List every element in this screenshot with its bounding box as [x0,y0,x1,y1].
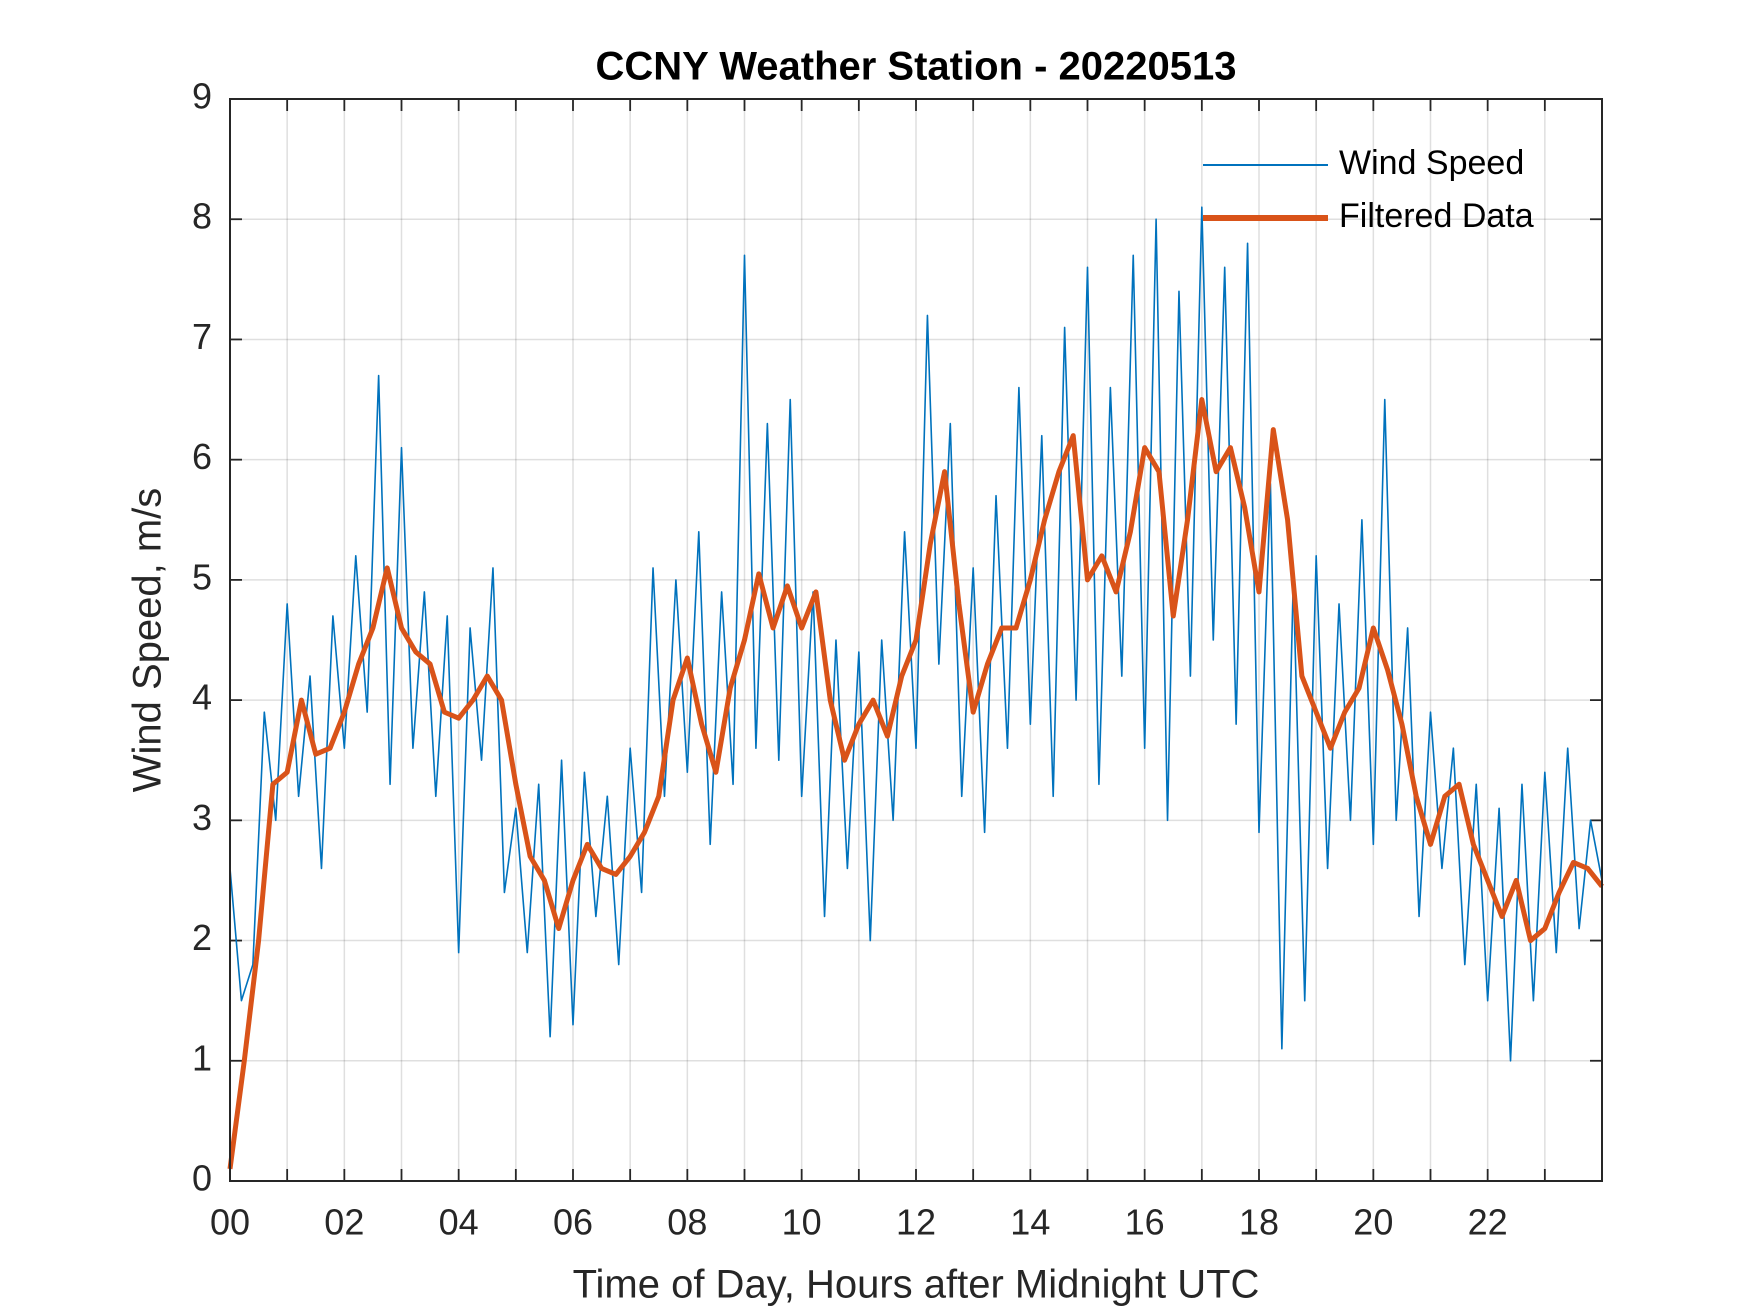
y-tick-label: 7 [192,316,212,357]
y-tick-label: 6 [192,436,212,477]
x-tick-label: 06 [553,1202,593,1243]
chart-title: CCNY Weather Station - 20220513 [596,45,1237,89]
x-tick-label: 08 [667,1202,707,1243]
y-tick-label: 9 [192,76,212,117]
x-tick-label: 14 [1010,1202,1050,1243]
y-tick-label: 4 [192,677,212,718]
y-tick-label: 5 [192,556,212,597]
x-tick-label: 16 [1125,1202,1165,1243]
x-tick-label: 04 [439,1202,479,1243]
x-tick-label: 12 [896,1202,936,1243]
x-tick-label: 10 [782,1202,822,1243]
y-tick-label: 1 [192,1037,212,1078]
y-tick-label: 3 [192,797,212,838]
y-axis-label: Wind Speed, m/s [126,488,170,793]
plot-frame [229,98,1603,1182]
x-tick-label: 22 [1468,1202,1508,1243]
x-tick-label: 02 [324,1202,364,1243]
y-tick-label: 8 [192,196,212,237]
x-tick-label: 00 [210,1202,250,1243]
x-tick-label: 18 [1239,1202,1279,1243]
legend-label: Wind Speed [1339,144,1524,182]
data-line [229,206,1603,1062]
y-tick-label: 2 [192,917,212,958]
legend-label: Filtered Data [1339,197,1534,235]
x-tick-label: 20 [1353,1202,1393,1243]
x-axis-label: Time of Day, Hours after Midnight UTC [573,1263,1260,1307]
data-line [227,397,1604,1170]
y-tick-label: 0 [192,1158,212,1199]
